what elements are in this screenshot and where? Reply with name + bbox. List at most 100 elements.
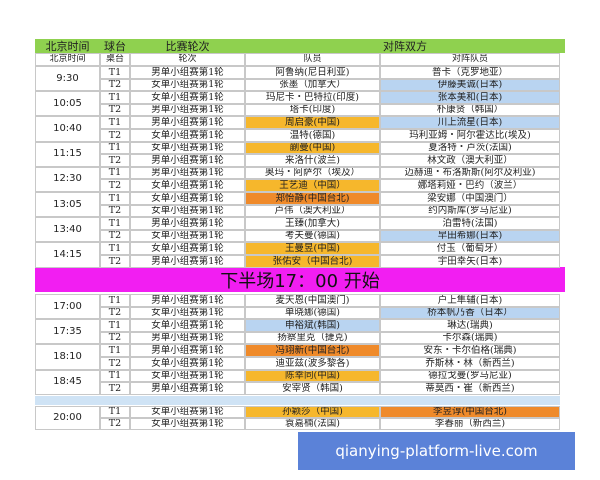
time-cell: 14:15 xyxy=(35,242,100,268)
subheader-cell: 轮次 xyxy=(130,53,245,66)
round-cell: 男单小组赛第1轮 xyxy=(130,154,245,167)
player-cell: 冯翊新(中国台北) xyxy=(245,344,380,357)
table-cell: T2 xyxy=(100,331,130,345)
opponent-cell: 德拉戈曼(罗马尼亚) xyxy=(380,369,560,383)
opponent-cell: 梁安娜（中国澳门） xyxy=(380,192,560,205)
player-cell: 迪亚兹(波多黎各) xyxy=(245,357,380,370)
table-cell: T1 xyxy=(100,66,130,79)
player-cell: 温特(德国) xyxy=(245,129,380,142)
opponent-cell: 玛利亚姆・阿尔霍达比(埃及) xyxy=(380,129,560,142)
table-cell: T1 xyxy=(100,344,130,357)
time-cell: 20:00 xyxy=(35,405,100,431)
player-cell: 孙颖莎（中国) xyxy=(245,405,380,418)
player-cell: 塔卡(印度) xyxy=(245,103,380,117)
opponent-cell: 安东・卡尔伯格(瑞典) xyxy=(380,344,560,357)
opponent-cell: 早田希娜(日本) xyxy=(380,229,560,243)
player-cell: 阿鲁纳(尼日利亚) xyxy=(245,66,380,79)
time-cell: 13:40 xyxy=(35,217,100,243)
subheader-cell: 队员 xyxy=(245,53,380,66)
subheader-cell: 桌台 xyxy=(100,53,130,66)
header-cell: 球台 xyxy=(100,39,130,53)
player-cell: 王艺迪（中国） xyxy=(245,179,380,192)
opponent-cell: 李春丽（新西兰) xyxy=(380,418,560,431)
player-cell: 陈幸同(中国) xyxy=(245,369,380,383)
header-cell: 比赛轮次 xyxy=(130,39,245,53)
round-cell: 男单小组赛第1轮 xyxy=(130,116,245,129)
player-cell: 蒯曼(中国) xyxy=(245,141,380,155)
table-cell: T2 xyxy=(100,418,130,431)
table-cell: T1 xyxy=(100,116,130,129)
player-cell: 王曼昱(中国) xyxy=(245,242,380,255)
opponent-cell: 伊藤美诚(日本) xyxy=(380,78,560,92)
opponent-cell: 普卡（克罗地亚） xyxy=(380,66,560,79)
table-cell: T2 xyxy=(100,306,130,320)
round-cell: 女单小组赛第1轮 xyxy=(130,229,245,243)
round-cell: 男单小组赛第1轮 xyxy=(130,217,245,230)
table-cell: T1 xyxy=(100,91,130,104)
table-cell: T1 xyxy=(100,405,130,418)
round-cell: 男单小组赛第1轮 xyxy=(130,166,245,180)
opponent-cell: 琳达(瑞典) xyxy=(380,319,560,332)
time-cell: 9:30 xyxy=(35,66,100,92)
round-cell: 女单小组赛第1轮 xyxy=(130,91,245,104)
opponent-cell: 娜塔莉娅・巴约（波兰） xyxy=(380,179,560,192)
opponent-cell: 朴康贤（韩国） xyxy=(380,103,560,117)
header-cell: 北京时间 xyxy=(35,39,100,53)
round-cell: 男单小组赛第1轮 xyxy=(130,294,245,307)
opponent-cell: 川上流星(日本) xyxy=(380,116,560,129)
opponent-cell: 泊雷特(法国) xyxy=(380,217,560,230)
table-cell: T1 xyxy=(100,319,130,332)
table-cell: T1 xyxy=(100,217,130,230)
round-cell: 男单小组赛第1轮 xyxy=(130,344,245,357)
player-cell: 周启豪(中国) xyxy=(245,116,380,129)
table-cell: T2 xyxy=(100,154,130,167)
opponent-cell: 桥本帆乃香（日本） xyxy=(380,306,560,320)
player-cell: 袁嘉楠(法国) xyxy=(245,418,380,431)
table-cell: T2 xyxy=(100,204,130,218)
player-cell: 奥玛・阿萨尔（埃及） xyxy=(245,166,380,180)
table-cell: T2 xyxy=(100,78,130,92)
table-cell: T2 xyxy=(100,255,130,268)
table-cell: T2 xyxy=(100,357,130,370)
table-cell: T1 xyxy=(100,369,130,383)
opponent-cell: 户上隼辅(日本) xyxy=(380,294,560,307)
round-cell: 女单小组赛第1轮 xyxy=(130,319,245,332)
round-cell: 女单小组赛第1轮 xyxy=(130,78,245,92)
player-cell: 张墨（加拿大） xyxy=(245,78,380,92)
opponent-cell: 迈赫迪・布洛斯斯(阿尔及利亚) xyxy=(380,166,560,180)
round-cell: 女单小组赛第1轮 xyxy=(130,192,245,205)
player-cell: 来洛什(波兰) xyxy=(245,154,380,167)
opponent-cell: 李昱谆(中国台北) xyxy=(380,405,560,418)
time-cell: 17:00 xyxy=(35,294,100,320)
round-cell: 女单小组赛第1轮 xyxy=(130,141,245,155)
time-cell: 10:40 xyxy=(35,116,100,142)
round-cell: 男单小组赛第1轮 xyxy=(130,382,245,395)
player-cell: 单晓娜(德国) xyxy=(245,306,380,320)
subheader-cell: 对阵队员 xyxy=(380,53,560,66)
player-cell: 玛尼卡・巴特拉(印度) xyxy=(245,91,380,104)
opponent-cell: 约内斯库(罗马尼亚) xyxy=(380,204,560,218)
separator xyxy=(35,395,560,405)
table-cell: T1 xyxy=(100,242,130,255)
opponent-cell: 卡尔森(瑞典) xyxy=(380,331,560,345)
round-cell: 女单小组赛第1轮 xyxy=(130,129,245,142)
table-cell: T2 xyxy=(100,129,130,142)
time-cell: 18:45 xyxy=(35,369,100,395)
table-cell: T2 xyxy=(100,229,130,243)
opponent-cell: 夏洛特・卢茨(法国) xyxy=(380,141,560,155)
table-cell: T2 xyxy=(100,382,130,395)
opponent-cell: 林文政（澳大利亚） xyxy=(380,154,560,167)
player-cell: 卢伟（澳大利亚） xyxy=(245,204,380,218)
time-cell: 12:30 xyxy=(35,166,100,192)
round-cell: 男单小组赛第1轮 xyxy=(130,255,245,268)
round-cell: 女单小组赛第1轮 xyxy=(130,405,245,418)
player-cell: 麦天恩(中国澳门) xyxy=(245,294,380,307)
watermark: qianying-platform-live.com xyxy=(298,432,575,470)
player-cell: 张佑安（中国台北) xyxy=(245,255,380,268)
table-cell: T1 xyxy=(100,166,130,180)
round-cell: 女单小组赛第1轮 xyxy=(130,306,245,320)
round-cell: 女单小组赛第1轮 xyxy=(130,369,245,383)
table-cell: T2 xyxy=(100,103,130,117)
time-cell: 13:05 xyxy=(35,192,100,218)
